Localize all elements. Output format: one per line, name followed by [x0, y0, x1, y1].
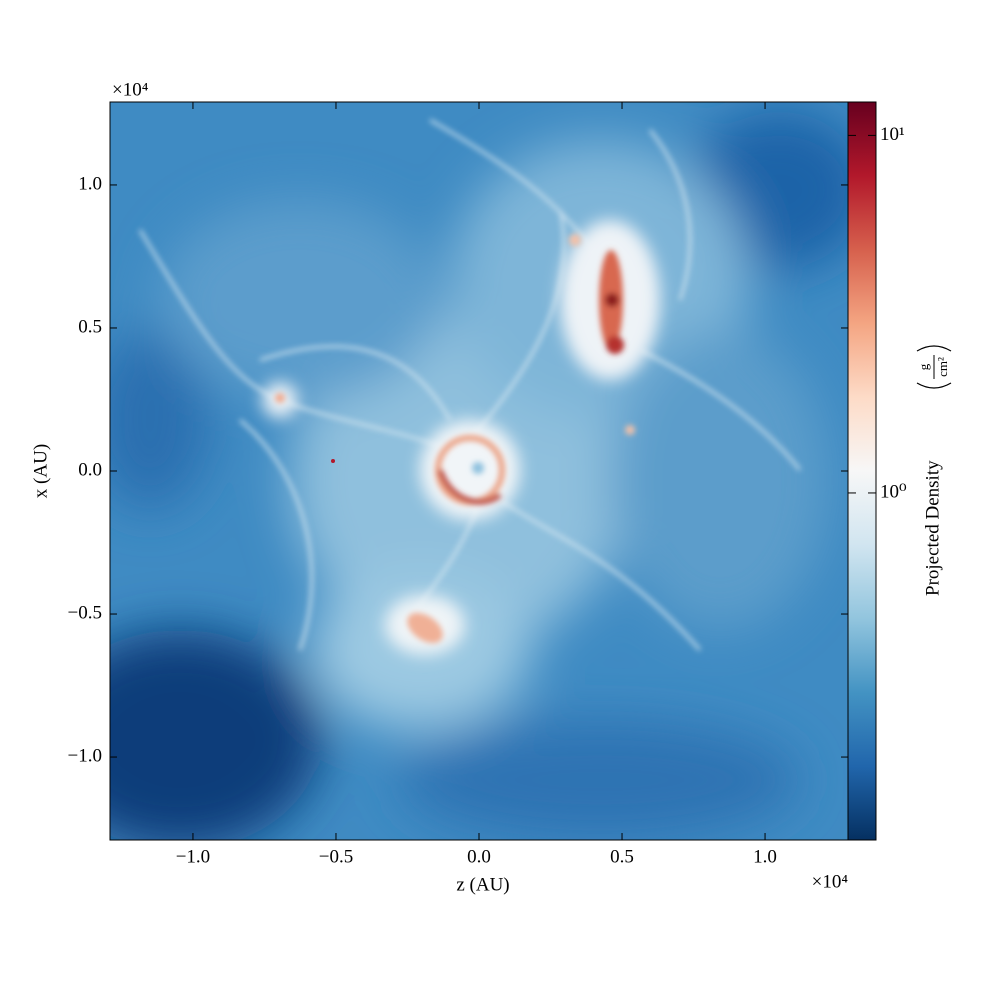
x-tick-label: 0.5: [610, 846, 634, 867]
colorbar-unit-numerator: g: [916, 363, 931, 370]
x-tick-label: −1.0: [176, 846, 210, 867]
colorbar-tick-label: 10⁰: [880, 481, 907, 502]
colorbar-label: Projected Density g cm²: [916, 345, 952, 596]
colorbar-title: Projected Density: [922, 460, 943, 596]
x-offset-label: ×10⁴: [812, 871, 849, 892]
y-tick-label: −0.5: [68, 602, 102, 623]
x-tick-label: −0.5: [319, 846, 353, 867]
y-axis-label: x (AU): [30, 444, 51, 498]
colorbar-tick-label: 10¹: [880, 124, 905, 145]
x-axis-label: z (AU): [456, 874, 509, 895]
density-image: [110, 102, 848, 840]
x-tick-label: 0.0: [467, 846, 491, 867]
y-tick-label: −1.0: [68, 745, 102, 766]
colorbar-unit-denominator: cm²: [935, 357, 950, 377]
paren-right: [916, 345, 952, 352]
paren-left: [916, 382, 952, 389]
y-tick-label: 1.0: [78, 173, 102, 194]
y-tick-label: 0.5: [78, 316, 102, 337]
y-offset-label: ×10⁴: [112, 79, 149, 100]
x-tick-label: 1.0: [753, 846, 777, 867]
y-tick-label: 0.0: [78, 459, 102, 480]
colorbar: [847, 101, 877, 841]
